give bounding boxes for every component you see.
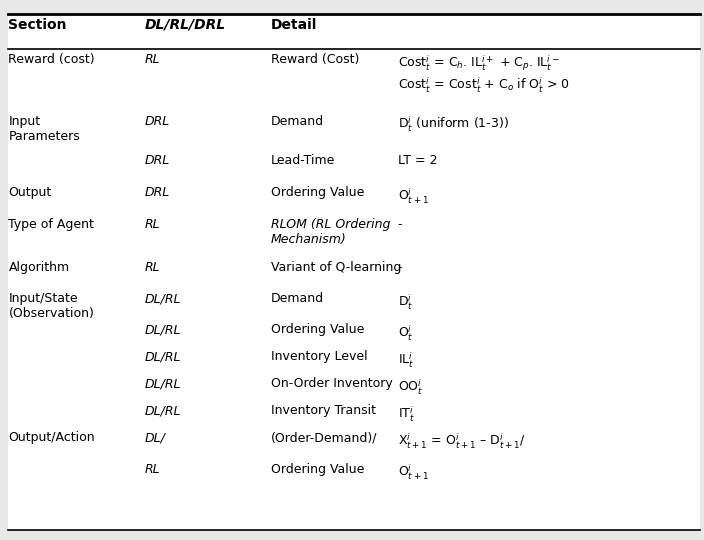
Text: -: - xyxy=(398,218,402,231)
Text: Reward (Cost): Reward (Cost) xyxy=(271,53,360,66)
Text: DL/RL/DRL: DL/RL/DRL xyxy=(144,18,225,32)
Text: Demand: Demand xyxy=(271,292,324,305)
Text: DRL: DRL xyxy=(144,186,170,199)
Text: DL/RL: DL/RL xyxy=(144,377,181,390)
Text: D$_t^i$ (uniform (1-3)): D$_t^i$ (uniform (1-3)) xyxy=(398,115,509,134)
Text: X$_{t+1}^i$ = O$_{t+1}^i$ – D$_{t+1}^i$/: X$_{t+1}^i$ = O$_{t+1}^i$ – D$_{t+1}^i$/ xyxy=(398,431,525,451)
Text: D$_t^i$: D$_t^i$ xyxy=(398,292,413,312)
Text: Reward (cost): Reward (cost) xyxy=(8,53,95,66)
Text: Cost$_t^i$ = Cost$_t^i$ + C$_o$ if O$_t^i$ > 0: Cost$_t^i$ = Cost$_t^i$ + C$_o$ if O$_t^… xyxy=(398,76,570,95)
Text: Demand: Demand xyxy=(271,115,324,128)
Text: Input/State
(Observation): Input/State (Observation) xyxy=(8,292,94,320)
Text: Output/Action: Output/Action xyxy=(8,431,95,444)
Text: LT = 2: LT = 2 xyxy=(398,154,437,167)
Text: Output: Output xyxy=(8,186,51,199)
Text: -: - xyxy=(398,261,402,274)
Text: DL/RL: DL/RL xyxy=(144,404,181,417)
Text: DRL: DRL xyxy=(144,115,170,128)
Text: Lead-Time: Lead-Time xyxy=(271,154,335,167)
Text: DL/RL: DL/RL xyxy=(144,323,181,336)
Text: RL: RL xyxy=(144,218,160,231)
Text: Inventory Level: Inventory Level xyxy=(271,350,367,363)
Text: DL/RL: DL/RL xyxy=(144,350,181,363)
Text: RL: RL xyxy=(144,53,160,66)
Text: IT$_t^i$: IT$_t^i$ xyxy=(398,404,415,424)
Text: O$_{t+1}^i$: O$_{t+1}^i$ xyxy=(398,463,429,482)
Text: RLOM (RL Ordering
Mechanism): RLOM (RL Ordering Mechanism) xyxy=(271,218,391,246)
Text: On-Order Inventory: On-Order Inventory xyxy=(271,377,393,390)
Text: DL/: DL/ xyxy=(144,431,165,444)
Text: DL/RL: DL/RL xyxy=(144,292,181,305)
Text: Inventory Transit: Inventory Transit xyxy=(271,404,376,417)
Text: Algorithm: Algorithm xyxy=(8,261,70,274)
Text: O$_t^i$: O$_t^i$ xyxy=(398,323,413,343)
Text: Type of Agent: Type of Agent xyxy=(8,218,94,231)
Text: RL: RL xyxy=(144,261,160,274)
Text: Section: Section xyxy=(8,18,67,32)
Text: Ordering Value: Ordering Value xyxy=(271,323,365,336)
Text: Cost$_t^i$ = C$_h$. IL$_t^{i+}$ + C$_p$. IL$_t^{i-}$: Cost$_t^i$ = C$_h$. IL$_t^{i+}$ + C$_p$.… xyxy=(398,53,559,73)
Text: Ordering Value: Ordering Value xyxy=(271,463,365,476)
Text: O$_{t+1}^i$: O$_{t+1}^i$ xyxy=(398,186,429,206)
Text: Input
Parameters: Input Parameters xyxy=(8,115,80,143)
Text: Ordering Value: Ordering Value xyxy=(271,186,365,199)
Text: IL$_t^i$: IL$_t^i$ xyxy=(398,350,414,370)
Text: Detail: Detail xyxy=(271,18,318,32)
Text: Variant of Q-learning: Variant of Q-learning xyxy=(271,261,401,274)
Text: OO$_t^i$: OO$_t^i$ xyxy=(398,377,423,397)
Text: RL: RL xyxy=(144,463,160,476)
Text: DRL: DRL xyxy=(144,154,170,167)
Text: (Order-Demand)/: (Order-Demand)/ xyxy=(271,431,377,444)
